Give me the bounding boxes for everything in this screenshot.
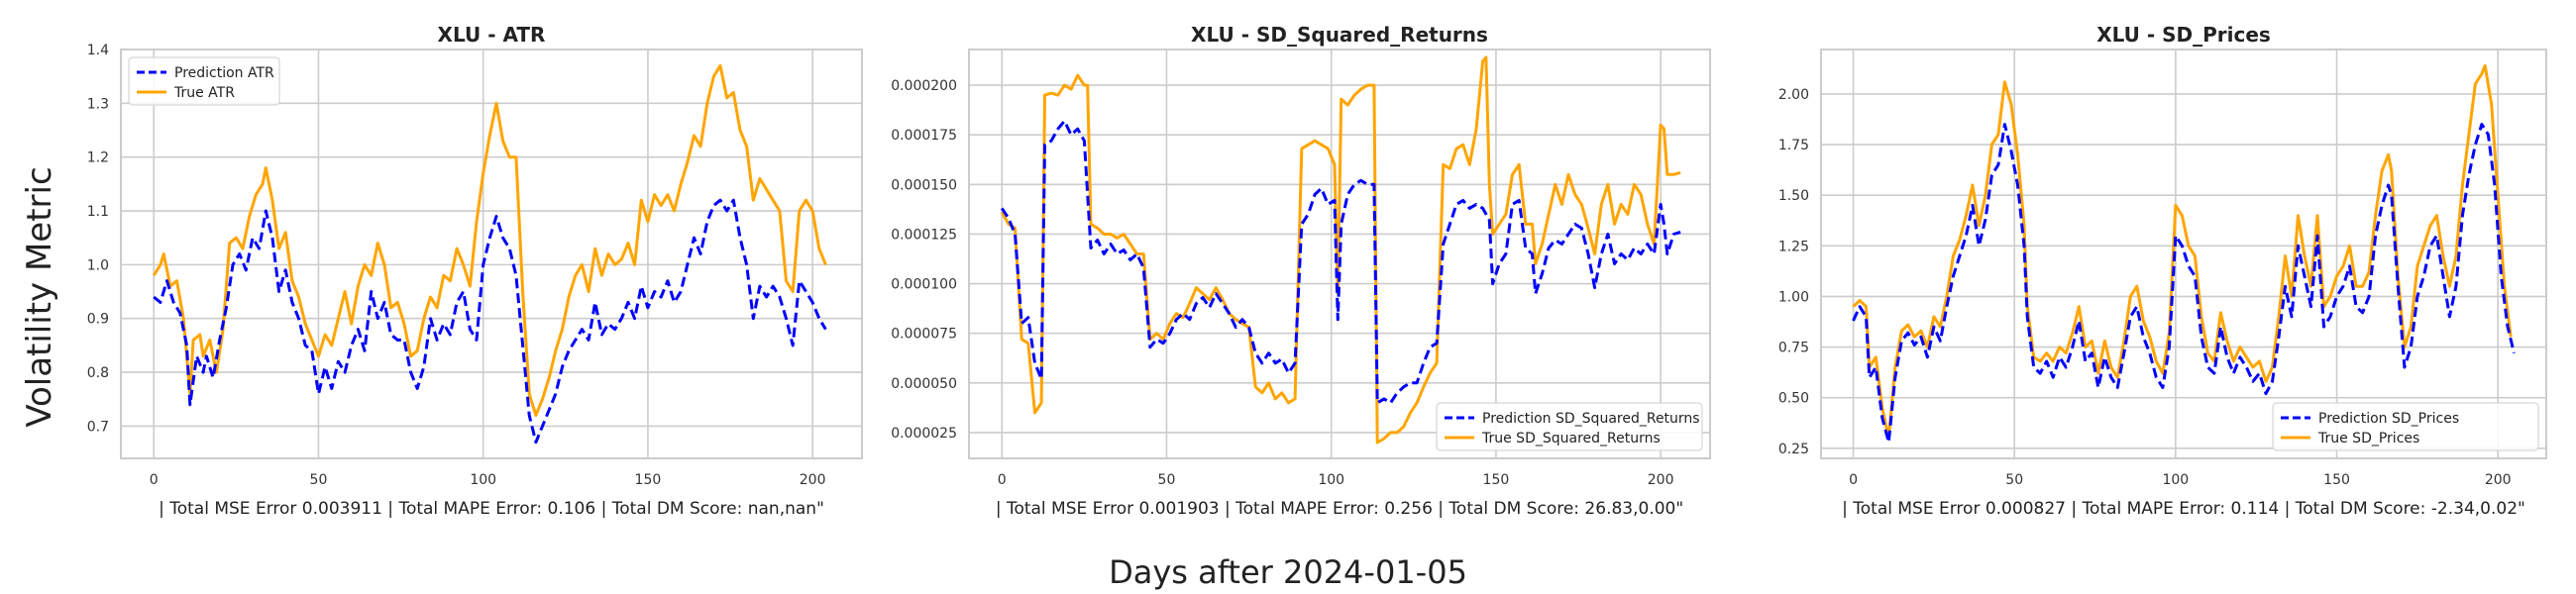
y-tick-label: 0.75	[1778, 341, 1809, 356]
x-tick-label: 200	[800, 472, 826, 488]
chart-title: XLU - ATR	[438, 23, 546, 47]
series-line-true	[1000, 55, 1681, 445]
y-tick-label: 0.000125	[891, 227, 957, 243]
legend-label: True SD_Squared_Returns	[1481, 431, 1661, 446]
legend-box	[1436, 402, 1703, 451]
legend-label: True ATR	[173, 85, 235, 101]
y-tick-label: 0.000100	[891, 277, 957, 293]
x-tick-label: 0	[1849, 472, 1858, 488]
x-tick-label: 200	[2485, 472, 2512, 488]
chart-title: XLU - SD_Squared_Returns	[1191, 23, 1488, 47]
x-tick-label: 100	[1318, 472, 1344, 488]
x-tick-label: 50	[1158, 472, 1176, 488]
series-line-prediction	[1852, 123, 2516, 445]
chart-title: XLU - SD_Prices	[2096, 23, 2271, 47]
series-line-true	[152, 63, 827, 417]
y-tick-label: 1.1	[87, 204, 109, 220]
legend: Prediction SD_Prices True SD_Prices	[2272, 402, 2539, 451]
y-tick-label: 1.2	[87, 150, 109, 166]
y-tick-label: 1.4	[87, 43, 109, 58]
chart-panel-3: 0 50 100 150 200 0.25 0.50 0.75 1.00 1.25 1.50 1.75…	[1778, 23, 2547, 519]
chart-xlabel: | Total MSE Error 0.000827 | Total MAPE …	[1842, 499, 2525, 519]
y-tick-label: 1.25	[1778, 239, 1809, 254]
y-tick-label: 0.000200	[891, 78, 957, 94]
y-tick-label: 1.75	[1778, 138, 1809, 153]
chart-panel-1: 0 50 100 150 200 0.7 0.8 0.9 1.0 1.1 1.2 1.3 1.4 XLU …	[87, 23, 863, 519]
x-tick-label: 0	[150, 472, 159, 488]
plot-frame	[1820, 49, 2547, 459]
figure-xlabel: Days after 2024-01-05	[1109, 553, 1467, 591]
x-tick-label: 150	[1483, 472, 1510, 488]
legend: Prediction SD_Squared_Returns True SD_Squ…	[1436, 402, 1703, 451]
y-tick-label: 0.000050	[891, 376, 957, 392]
x-tick-label: 200	[1648, 472, 1674, 488]
chart-panel-2: 0 50 100 150 200 0.000025 0.000050 0.000075 0.00…	[891, 23, 1711, 519]
plot-frame	[120, 49, 863, 459]
y-tick-label: 2.00	[1778, 87, 1809, 103]
plot-frame	[968, 49, 1711, 459]
y-tick-label: 0.7	[87, 419, 109, 435]
y-tick-label: 0.000175	[891, 128, 957, 144]
y-tick-label: 1.00	[1778, 289, 1809, 305]
x-tick-label: 150	[2323, 472, 2350, 488]
x-tick-label: 50	[310, 472, 328, 488]
y-tick-label: 0.000025	[891, 426, 957, 442]
series-line-prediction	[153, 198, 827, 445]
legend-label: True SD_Prices	[2317, 431, 2419, 446]
x-tick-label: 50	[2005, 472, 2023, 488]
y-tick-label: 0.50	[1778, 391, 1809, 407]
series-line-prediction	[1000, 119, 1681, 405]
x-tick-label: 150	[635, 472, 662, 488]
y-tick-label: 0.000150	[891, 177, 957, 193]
y-tick-label: 0.8	[87, 365, 109, 381]
x-tick-label: 0	[998, 472, 1007, 488]
legend-label: Prediction SD_Prices	[2318, 411, 2459, 427]
y-tick-label: 0.9	[87, 312, 109, 328]
y-tick-label: 1.3	[87, 96, 109, 112]
chart-xlabel: | Total MSE Error 0.003911 | Total MAPE …	[159, 499, 824, 519]
x-tick-label: 100	[470, 472, 496, 488]
legend-label: Prediction SD_Squared_Returns	[1482, 411, 1700, 427]
legend: Prediction ATR True ATR	[128, 56, 280, 106]
series-line-true	[1852, 63, 2513, 441]
legend-box	[2272, 402, 2539, 451]
y-tick-label: 0.25	[1778, 442, 1809, 457]
y-tick-label: 0.000075	[891, 327, 957, 343]
chart-xlabel: | Total MSE Error 0.001903 | Total MAPE …	[996, 499, 1683, 519]
x-tick-label: 100	[2162, 472, 2189, 488]
figure-ylabel: Volatility Metric	[20, 166, 59, 428]
legend-label: Prediction ATR	[174, 65, 274, 81]
y-tick-label: 1.0	[87, 257, 109, 273]
y-tick-label: 1.50	[1778, 188, 1809, 204]
